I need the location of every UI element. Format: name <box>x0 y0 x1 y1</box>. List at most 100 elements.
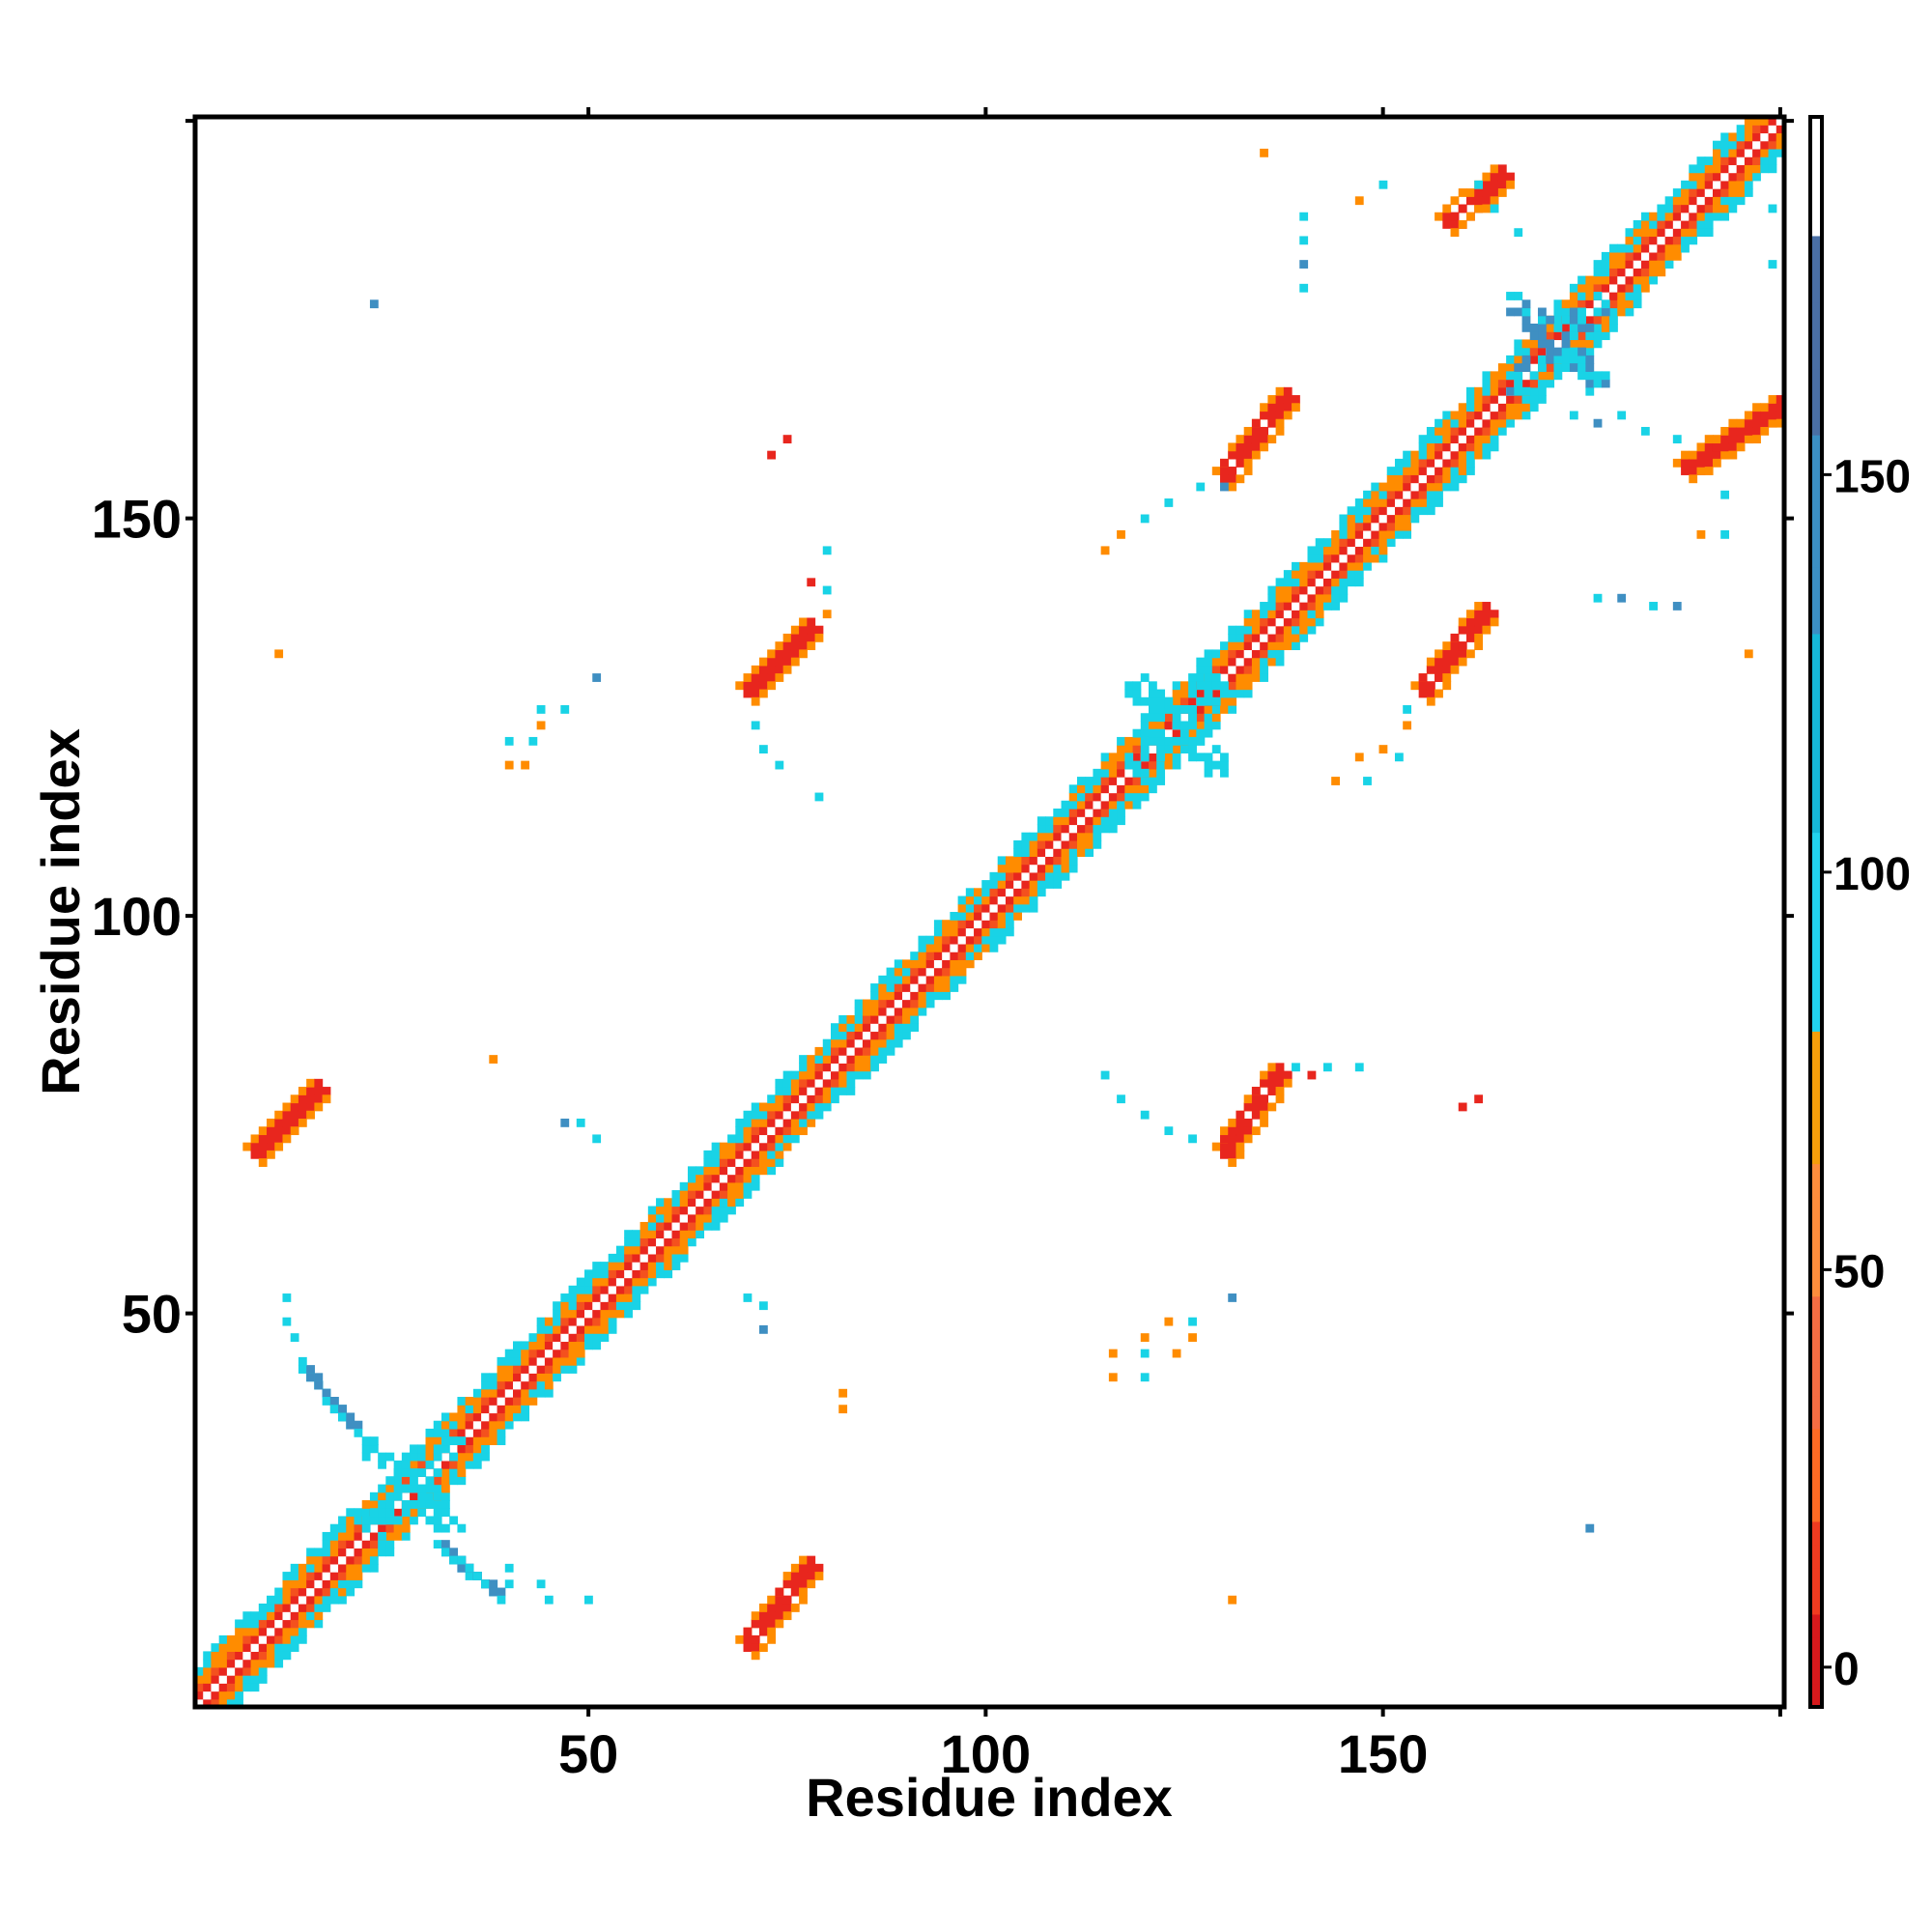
diagonal-cell <box>1426 458 1435 468</box>
diagonal-cell <box>1236 673 1245 682</box>
diagonal-cell <box>1354 514 1364 524</box>
diagonal-cell <box>1172 760 1181 770</box>
contact-cell <box>1704 435 1714 444</box>
diagonal-cell <box>1410 514 1420 524</box>
diagonal-cell <box>822 1063 832 1072</box>
diagonal-cell <box>632 1253 641 1263</box>
hotspot-cell <box>1179 736 1189 746</box>
contact-cell <box>1689 458 1698 468</box>
hotspot-cell <box>369 1436 379 1446</box>
contact-cell <box>775 641 784 651</box>
diagonal-cell <box>727 1158 736 1167</box>
contact-cell <box>1490 617 1499 627</box>
diagonal-cell <box>1744 148 1753 157</box>
diagonal-cell <box>1744 188 1753 197</box>
diagonal-cell <box>1672 204 1682 213</box>
diagonal-cell <box>1267 641 1277 651</box>
diagonal-cell <box>870 1055 879 1064</box>
diagonal-cell <box>687 1181 696 1191</box>
diagonal-cell <box>807 1078 816 1088</box>
diagonal-cell <box>1625 251 1634 261</box>
diagonal-cell <box>513 1388 522 1398</box>
diagonal-cell <box>218 1675 228 1684</box>
diagonal-cell <box>1403 467 1412 475</box>
diagonal-cell <box>1267 657 1277 667</box>
diagonal-cell <box>1728 172 1738 182</box>
diagonal-cell <box>1211 713 1221 723</box>
diagonal-cell <box>782 1118 792 1127</box>
diagonal-cell <box>1251 657 1261 667</box>
diagonal-cell <box>1768 125 1777 134</box>
diagonal-cell <box>1442 482 1452 492</box>
diagonal-cell <box>743 1118 753 1127</box>
diagonal-cell <box>1403 474 1412 484</box>
diagonal-cell <box>235 1675 243 1684</box>
diagonal-cell <box>1371 482 1380 492</box>
diagonal-cell <box>521 1412 530 1422</box>
diagonal-cell <box>918 991 927 1001</box>
contact-point <box>1569 411 1578 420</box>
diagonal-cell <box>838 1023 848 1033</box>
diagonal-cell <box>974 895 982 905</box>
hotspot-cell <box>1211 673 1221 682</box>
diagonal-cell <box>608 1253 617 1263</box>
contact-cell <box>1474 188 1484 197</box>
hotspot-cell <box>1521 307 1531 317</box>
diagonal-cell <box>298 1595 307 1605</box>
diagonal-cell <box>440 1460 450 1469</box>
diagonal-cell <box>329 1587 339 1597</box>
diagonal-cell <box>846 1070 856 1080</box>
diagonal-cell <box>536 1380 546 1390</box>
diagonal-cell <box>1267 593 1277 603</box>
diagonal-cell <box>831 1078 839 1088</box>
diagonal-cell <box>600 1333 610 1343</box>
diagonal-cell <box>894 991 903 1001</box>
contact-point <box>1744 649 1753 659</box>
diagonal-cell <box>1696 219 1706 229</box>
diagonal-cell <box>1497 395 1507 404</box>
contact-cell <box>758 1627 768 1636</box>
hotspot-cell <box>1561 363 1571 372</box>
contact-cell <box>338 1412 347 1422</box>
contact-cell <box>1243 435 1253 444</box>
contact-cell <box>1458 204 1467 213</box>
diagonal-cell <box>933 983 943 992</box>
diagonal-cell <box>1514 403 1523 412</box>
diagonal-cell <box>1037 888 1046 897</box>
diagonal-cell <box>615 1285 625 1294</box>
diagonal-cell <box>1681 180 1690 189</box>
diagonal-cell <box>925 975 935 984</box>
diagonal-cell <box>1696 188 1706 197</box>
contact-cell <box>1776 418 1785 428</box>
diagonal-cell <box>758 1118 768 1127</box>
contact-cell <box>481 1579 490 1589</box>
diagonal-cell <box>481 1444 490 1454</box>
contact-point <box>521 760 530 770</box>
diagonal-cell <box>306 1548 315 1557</box>
diagonal-cell <box>568 1301 578 1311</box>
diagonal-cell <box>258 1634 268 1644</box>
contact-cell <box>1228 1158 1237 1167</box>
diagonal-cell <box>997 895 1007 905</box>
diagonal-cell <box>886 999 895 1009</box>
diagonal-cell <box>1013 912 1022 921</box>
diagonal-cell <box>1068 839 1078 849</box>
diagonal-cell <box>974 903 982 913</box>
diagonal-cell <box>782 1078 792 1088</box>
diagonal-cell <box>1100 792 1110 802</box>
diagonal-cell <box>735 1126 745 1136</box>
diagonal-cell <box>751 1150 760 1159</box>
diagonal-cell <box>878 1031 888 1040</box>
contact-point <box>1617 411 1627 420</box>
diagonal-cell <box>1450 426 1460 436</box>
diagonal-cell <box>218 1651 228 1661</box>
hotspot-cell <box>1521 315 1531 325</box>
diagonal-cell <box>615 1293 625 1302</box>
diagonal-cell <box>647 1230 657 1239</box>
diagonal-cell <box>472 1460 482 1469</box>
diagonal-cell <box>1744 164 1753 174</box>
diagonal-cell <box>544 1317 554 1326</box>
diagonal-cell <box>1211 649 1221 659</box>
diagonal-cell <box>1418 482 1428 492</box>
diagonal-cell <box>322 1579 331 1589</box>
